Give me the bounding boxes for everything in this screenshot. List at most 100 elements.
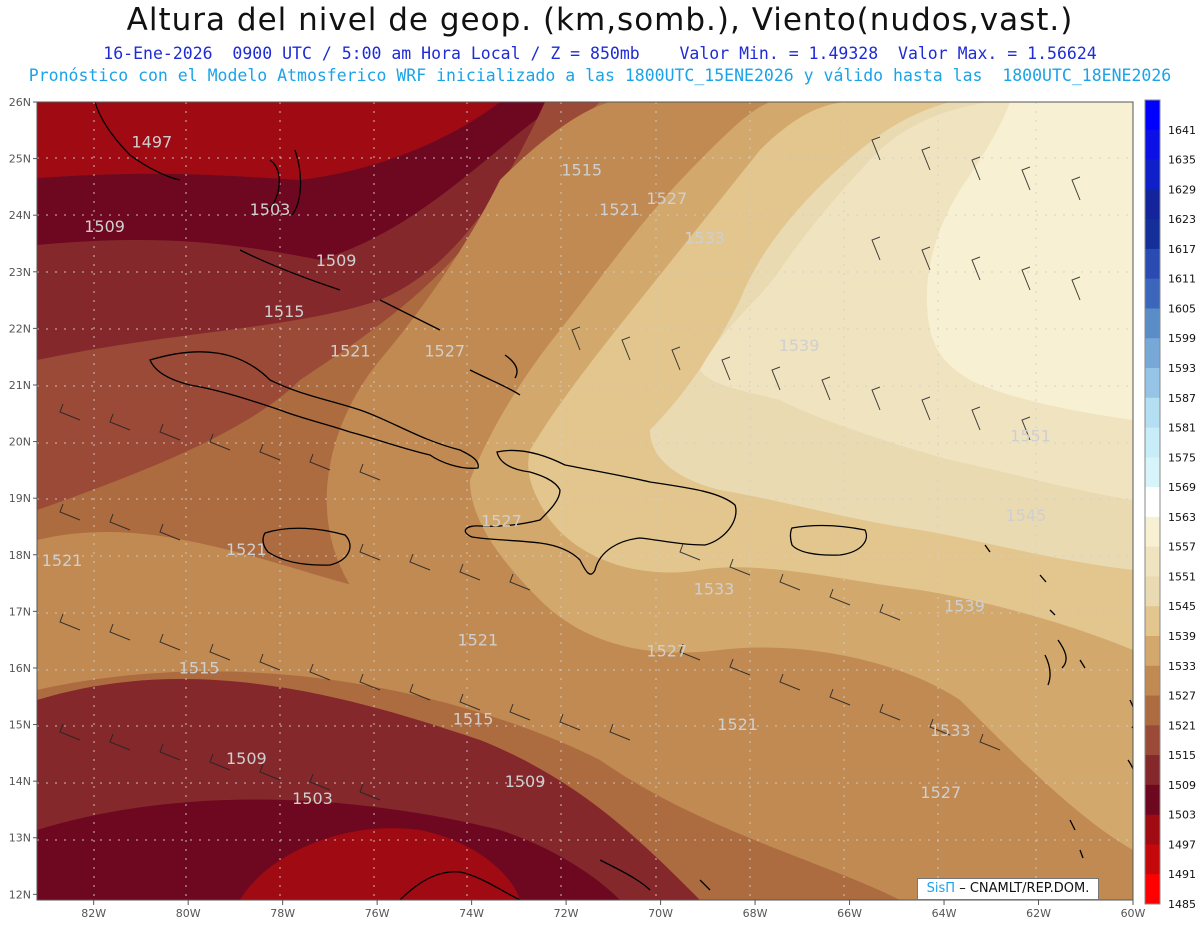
lat-tick-label: 16N — [9, 662, 31, 675]
contour-label: 1533 — [694, 579, 735, 598]
colorbar-swatch — [1145, 546, 1160, 577]
colorbar-swatch — [1145, 516, 1160, 548]
contour-label: 1515 — [179, 659, 220, 678]
lon-tick-label: 70W — [648, 907, 673, 920]
lon-tick-label: 72W — [554, 907, 579, 920]
colorbar-swatch — [1145, 784, 1160, 816]
lat-tick-label: 24N — [9, 209, 31, 222]
colorbar-label: 1569 — [1168, 481, 1196, 494]
contour-labels: 1497 1503 1509 1509 1515 1521 1527 1533 1515 1521… — [42, 132, 1051, 808]
lat-tick-label: 23N — [9, 266, 31, 279]
contour-label: 1521 — [330, 342, 371, 361]
lat-tick-label: 20N — [9, 436, 31, 449]
map-title: Altura del nivel de geop. (km,somb.), Vi… — [126, 2, 1074, 38]
lat-tick-label: 17N — [9, 605, 31, 618]
wind-barbs — [59, 136, 1081, 801]
colorbar-label: 1611 — [1168, 273, 1196, 286]
colorbar-swatch — [1145, 725, 1160, 756]
colorbar-swatch — [1145, 248, 1160, 280]
colorbar-swatch — [1145, 665, 1160, 697]
lon-tick-label: 74W — [459, 907, 484, 920]
colorbar-swatch — [1145, 606, 1160, 637]
jamaica-coastline — [262, 527, 351, 566]
lat-tick-label: 19N — [9, 492, 31, 505]
map-subtitle-valid-time: 16-Ene-2026 0900 UTC / 5:00 am Hora Loca… — [103, 44, 1097, 63]
contour-label: 1509 — [226, 749, 267, 768]
contour-label: 1527 — [646, 642, 687, 661]
longitude-axis: 82W 80W 78W 76W 74W 72W 70W 68W 66W 64W 62W 60W — [81, 900, 1146, 920]
lon-tick-label: 66W — [837, 907, 862, 920]
contour-label: 1521 — [457, 630, 498, 649]
florida-coastline — [94, 102, 181, 181]
contour-label: 1539 — [944, 596, 985, 615]
contour-label: 1551 — [1010, 427, 1051, 446]
colorbar-label: 1587 — [1168, 392, 1196, 405]
colorbar-label: 1563 — [1168, 511, 1196, 524]
contour-label: 1509 — [505, 772, 546, 791]
colorbar-swatch — [1145, 814, 1160, 845]
lon-tick-label: 82W — [81, 907, 106, 920]
colorbar-label: 1581 — [1168, 422, 1196, 435]
contour-label: 1515 — [264, 302, 305, 321]
colorbar-swatch — [1145, 100, 1160, 131]
contour-label: 1521 — [42, 551, 83, 570]
puerto-rico-coastline — [789, 524, 867, 556]
colorbar-label: 1533 — [1168, 660, 1196, 673]
colorbar-swatch — [1145, 844, 1160, 875]
lat-tick-label: 13N — [9, 832, 31, 845]
lon-tick-label: 78W — [270, 907, 295, 920]
lon-tick-label: 76W — [365, 907, 390, 920]
colorbar-label: 1527 — [1168, 690, 1196, 703]
lon-tick-label: 80W — [176, 907, 201, 920]
south-america-coastline — [399, 859, 711, 900]
colorbar-label: 1545 — [1168, 600, 1196, 613]
colorbar-frame — [1144, 99, 1161, 905]
colorbar-swatch — [1145, 487, 1160, 518]
colorbar-swatch — [1145, 397, 1160, 429]
contour-label: 1527 — [920, 783, 961, 802]
colorbar-label: 1575 — [1168, 451, 1196, 464]
colorbar-swatch — [1145, 636, 1160, 667]
contour-label: 1521 — [717, 715, 758, 734]
lesser-antilles — [984, 544, 1133, 859]
colorbar-swatch — [1145, 576, 1160, 607]
contour-label: 1503 — [250, 200, 291, 219]
colorbar-swatch — [1145, 457, 1160, 488]
colorbar-label: 1605 — [1168, 302, 1196, 315]
lat-tick-label: 26N — [9, 96, 31, 109]
map-frame — [36, 101, 1134, 901]
colorbar-label: 1593 — [1168, 362, 1196, 375]
colorbar-swatch — [1145, 219, 1160, 250]
colorbar-label: 1503 — [1168, 809, 1196, 822]
colorbar-swatch — [1145, 874, 1160, 905]
contour-label: 1533 — [930, 721, 971, 740]
contour-label: 1539 — [779, 336, 820, 355]
contour-label: 1497 — [131, 132, 172, 151]
colorbar-label: 1641 — [1168, 124, 1196, 137]
colorbar-swatch — [1145, 308, 1160, 339]
colorbar-label: 1509 — [1168, 779, 1196, 792]
colorbar-label: 1497 — [1168, 838, 1196, 851]
colorbar-label: 1551 — [1168, 570, 1196, 583]
lat-tick-label: 22N — [9, 322, 31, 335]
lat-tick-label: 21N — [9, 379, 31, 392]
colorbar-swatch — [1145, 368, 1160, 399]
cuba-coastline — [149, 351, 479, 469]
latitude-axis: 26N 25N 24N 23N 22N 21N 20N 19N 18N 17N 16N 15N 14N 1… — [9, 96, 37, 901]
lon-tick-label: 62W — [1026, 907, 1051, 920]
colorbar-label: 1521 — [1168, 719, 1196, 732]
lon-tick-label: 68W — [743, 907, 768, 920]
credit-text: – CNAMLT/REP.DOM. — [955, 881, 1090, 896]
colorbar-label: 1539 — [1168, 630, 1196, 643]
contour-label: 1509 — [84, 217, 125, 236]
lat-tick-label: 12N — [9, 888, 31, 901]
geopotential-band-1497-south — [240, 828, 520, 900]
colorbar-label: 1617 — [1168, 243, 1196, 256]
contour-label: 1521 — [599, 200, 640, 219]
lat-tick-label: 18N — [9, 549, 31, 562]
colorbar-label: 1623 — [1168, 213, 1196, 226]
bahamas-islands — [239, 149, 521, 396]
lat-tick-label: 14N — [9, 775, 31, 788]
geopotential-band-1497 — [37, 102, 500, 180]
